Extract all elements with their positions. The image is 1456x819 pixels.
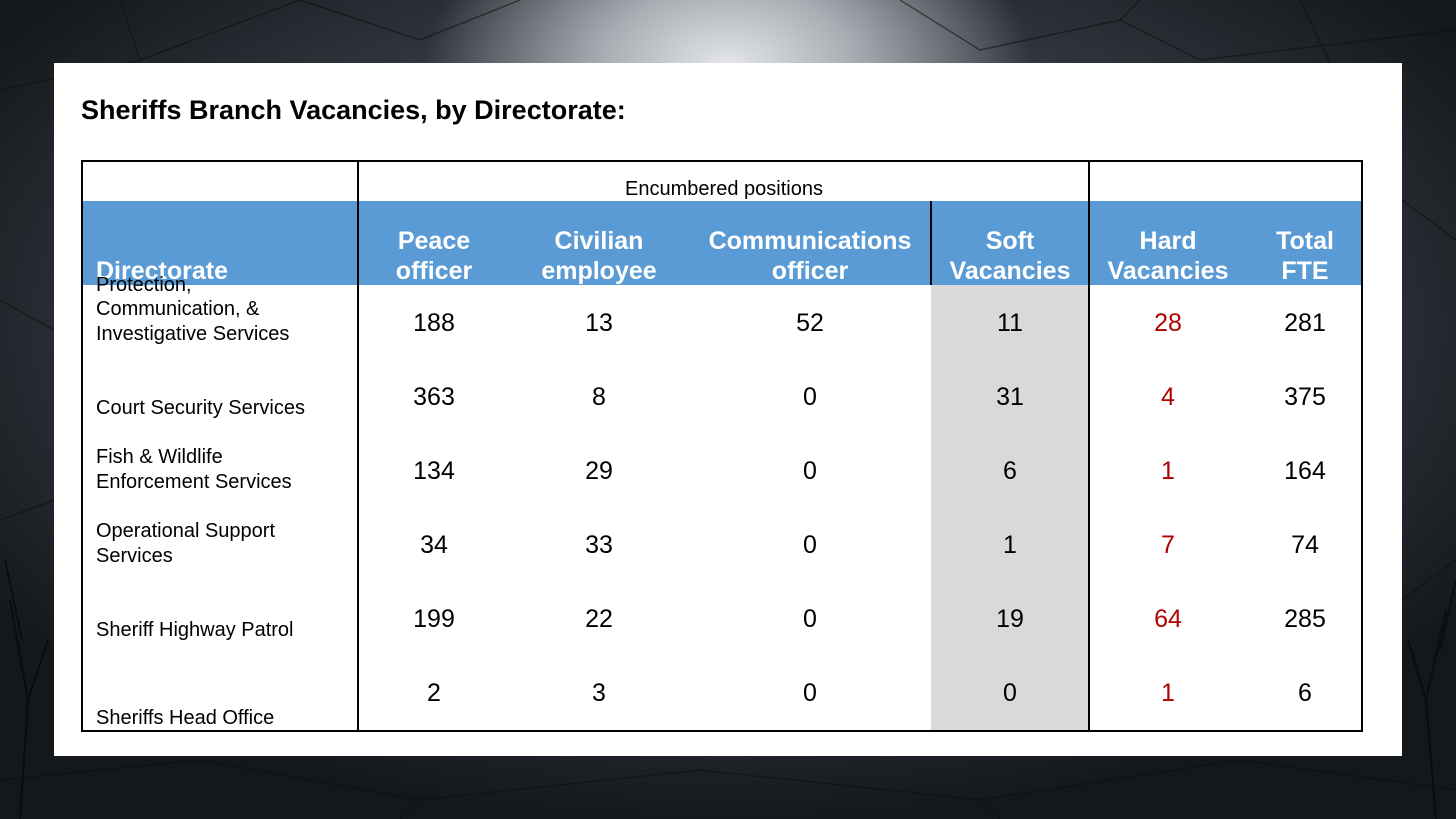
encumbered-positions-label: Encumbered positions <box>625 178 823 200</box>
peace-officer-value: 34 <box>420 531 448 559</box>
directorate-name: Fish & Wildlife Enforcement Services <box>96 446 292 493</box>
directorate-name: Sheriffs Head Office <box>96 706 275 729</box>
soft-vacancies-value: 6 <box>1003 457 1017 485</box>
communications-officer-value: 0 <box>803 605 817 633</box>
table-row: Sheriffs Head Office 2 3 0 0 1 6 <box>81 656 1363 730</box>
vacancies-group-divider <box>1088 160 1090 732</box>
soft-vacancies-value: 31 <box>996 383 1024 411</box>
directorate-name: Operational Support Services <box>96 520 276 567</box>
table-border <box>81 160 1363 732</box>
civilian-employee-value: 13 <box>585 309 613 337</box>
table-row: Protection, Communication, & Investigative… <box>81 274 1363 360</box>
soft-vacancies-value: 11 <box>997 309 1023 337</box>
civilian-employee-value: 22 <box>585 605 613 633</box>
peace-officer-value: 134 <box>413 457 455 485</box>
soft-vacancies-value: 0 <box>1003 679 1017 707</box>
table-row: Fish & Wildlife Enforcement Services 134 … <box>81 434 1363 508</box>
civilian-employee-value: 33 <box>585 531 613 559</box>
header-civilian-employee: Civilian employee <box>541 227 657 285</box>
hard-vacancies-value: 1 <box>1161 679 1175 707</box>
directorate-column-divider <box>357 160 359 732</box>
peace-officer-value: 188 <box>413 309 455 337</box>
hard-vacancies-value: 7 <box>1161 531 1175 559</box>
soft-vacancies-value: 1 <box>1003 531 1017 559</box>
directorate-name: Protection, Communication, & Investigative… <box>96 273 290 345</box>
total-fte-value: 164 <box>1284 457 1326 485</box>
header-communications-officer: Communications officer <box>708 227 912 285</box>
slide-panel: Sheriffs Branch Vacancies, by Directorat… <box>54 63 1402 756</box>
peace-officer-value: 199 <box>413 605 455 633</box>
communications-officer-value: 0 <box>803 457 817 485</box>
communications-officer-value: 0 <box>803 531 817 559</box>
hard-vacancies-value: 28 <box>1154 309 1182 337</box>
slide-title: Sheriffs Branch Vacancies, by Directorat… <box>81 95 626 125</box>
communications-officer-value: 52 <box>796 309 824 337</box>
communications-officer-value: 0 <box>803 383 817 411</box>
table-header-bar <box>81 201 1363 285</box>
header-peace-officer: Peace officer <box>395 227 473 285</box>
directorate-name: Sheriff Highway Patrol <box>96 618 294 641</box>
soft-vacancies-column-shading <box>931 202 1089 732</box>
soft-vacancies-value: 19 <box>996 605 1024 633</box>
total-fte-value: 375 <box>1284 383 1326 411</box>
total-fte-value: 285 <box>1284 605 1326 633</box>
header-total-fte: Total FTE <box>1276 227 1334 285</box>
header-directorate: Directorate <box>96 257 228 285</box>
directorate-name: Court Security Services <box>96 396 305 419</box>
total-fte-value: 281 <box>1284 309 1326 337</box>
vacancies-table: Encumbered positions Directorate Peace of… <box>81 160 1363 732</box>
civilian-employee-value: 29 <box>585 457 613 485</box>
hard-vacancies-value: 64 <box>1154 605 1182 633</box>
table-row: Operational Support Services 34 33 0 1 7 … <box>81 508 1363 582</box>
soft-vacancies-header-divider <box>930 201 932 285</box>
total-fte-value: 74 <box>1291 531 1319 559</box>
hard-vacancies-value: 4 <box>1161 383 1175 411</box>
peace-officer-value: 363 <box>413 383 455 411</box>
civilian-employee-value: 3 <box>592 679 606 707</box>
hard-vacancies-value: 1 <box>1161 457 1175 485</box>
communications-officer-value: 0 <box>803 679 817 707</box>
header-hard-vacancies: Hard Vacancies <box>1107 227 1229 285</box>
peace-officer-value: 2 <box>427 679 441 707</box>
table-row: Court Security Services 363 8 0 31 4 375 <box>81 360 1363 434</box>
header-soft-vacancies: Soft Vacancies <box>949 227 1071 285</box>
table-row: Sheriff Highway Patrol 199 22 0 19 64 28… <box>81 582 1363 656</box>
total-fte-value: 6 <box>1298 679 1312 707</box>
civilian-employee-value: 8 <box>592 383 606 411</box>
